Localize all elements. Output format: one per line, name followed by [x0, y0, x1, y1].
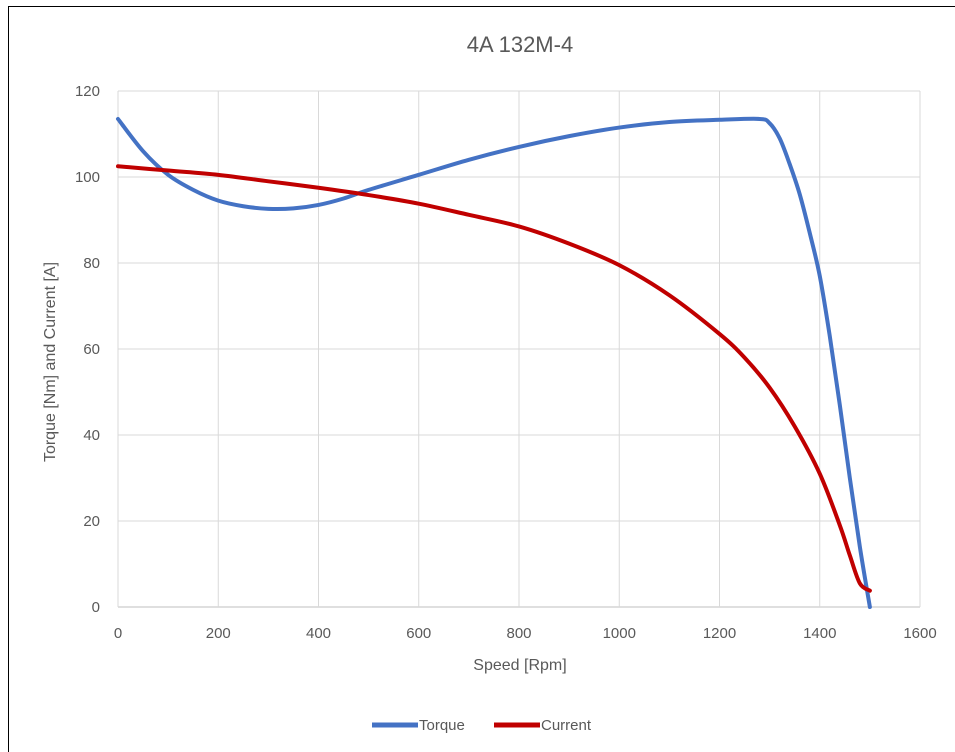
- y-tick-label: 100: [75, 169, 100, 186]
- x-tick-label: 400: [306, 625, 331, 642]
- grid-lines: [117, 90, 921, 608]
- y-tick-label: 40: [83, 427, 100, 444]
- y-axis-title: Torque [Nm] and Current [A]: [42, 262, 59, 462]
- series-line-torque: [116, 116, 872, 609]
- x-tick-label: 600: [406, 625, 431, 642]
- y-tick-label: 0: [92, 599, 100, 616]
- y-tick-label: 80: [83, 255, 100, 272]
- x-tick-label: 1000: [603, 625, 636, 642]
- x-tick-label: 1200: [703, 625, 736, 642]
- y-tick-label: 60: [83, 341, 100, 358]
- chart-frame: [8, 6, 955, 752]
- legend-label: Torque: [419, 717, 465, 734]
- legend-label: Current: [541, 717, 592, 734]
- x-tick-label: 0: [114, 625, 122, 642]
- x-tick-label: 200: [206, 625, 231, 642]
- series-line-current: [116, 164, 872, 593]
- y-tick-label: 120: [75, 83, 100, 100]
- y-tick-label: 20: [83, 513, 100, 530]
- legend: Torque Current: [372, 717, 592, 734]
- chart-title: 4A 132M-4: [467, 32, 573, 57]
- x-axis-title: Speed [Rpm]: [473, 657, 566, 674]
- x-tick-label: 1400: [803, 625, 836, 642]
- series-lines: [116, 116, 872, 609]
- x-tick-label: 800: [506, 625, 531, 642]
- x-tick-label: 1600: [903, 625, 936, 642]
